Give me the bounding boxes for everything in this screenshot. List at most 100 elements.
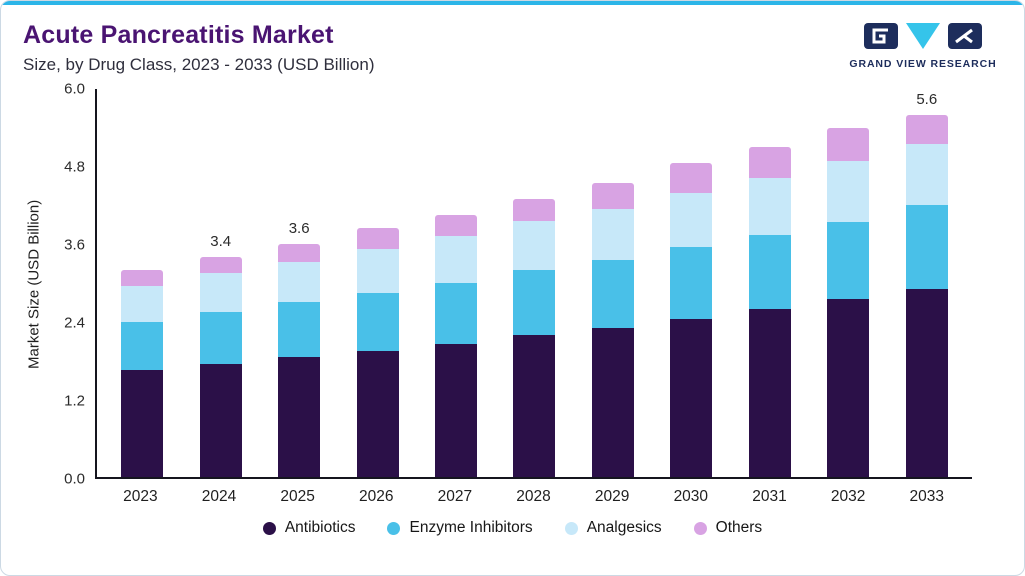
page-subtitle: Size, by Drug Class, 2023 - 2033 (USD Bi…: [23, 55, 375, 74]
legend-item-antibiotics: Antibiotics: [262, 519, 356, 537]
segment-analgesics: [435, 236, 478, 284]
segment-others: [748, 147, 791, 178]
segment-enzyme-inhibitors: [748, 234, 791, 309]
x-tick-label-2024: 2024: [201, 488, 237, 505]
segment-others: [827, 127, 870, 162]
bar-group-2032: [809, 89, 887, 477]
legend-label: Antibiotics: [284, 519, 356, 536]
x-tick-label-2027: 2027: [437, 488, 473, 505]
bar-group-2023: [103, 89, 181, 477]
legend-label: Others: [715, 519, 763, 536]
segment-enzyme-inhibitors: [278, 302, 321, 358]
stacked-bar-2033: [905, 114, 948, 477]
bar-total-label: 3.6: [288, 220, 310, 238]
bar-group-2027: [417, 89, 495, 477]
bar-group-2030: [652, 89, 730, 477]
chart-legend: Antibiotics Enzyme Inhibitors Analgesics Ot…: [1, 519, 1024, 537]
y-tick-label: 3.6: [64, 236, 85, 254]
segment-others: [513, 198, 556, 221]
stacked-bar-2027: [435, 215, 478, 477]
bar-group-2026: [338, 89, 416, 477]
segment-others: [199, 257, 242, 274]
segment-enzyme-inhibitors: [513, 270, 556, 335]
segment-analgesics: [513, 220, 556, 271]
x-axis-labels: 2023 2024 2025 2026 2027 2028 2029 2030 2031 2032…: [95, 488, 972, 506]
legend-swatch-enzyme-inhibitors: [387, 521, 401, 535]
x-tick-label-2030: 2030: [673, 488, 709, 505]
segment-antibiotics: [513, 334, 556, 477]
stacked-bar-2025: [278, 244, 321, 477]
segment-enzyme-inhibitors: [356, 292, 399, 351]
segment-antibiotics: [748, 308, 791, 477]
bar-total-label: 3.4: [210, 233, 232, 251]
segment-analgesics: [670, 192, 713, 248]
segment-enzyme-inhibitors: [827, 221, 870, 300]
x-tick-label-2032: 2032: [830, 488, 866, 505]
segment-others: [121, 270, 164, 287]
logo-text: GRAND VIEW RESEARCH: [849, 58, 997, 70]
bar-group-2025: 3.6: [260, 89, 338, 477]
stacked-bar-2023: [121, 270, 164, 477]
x-tick-label-2029: 2029: [594, 488, 630, 505]
bar-group-2029: [574, 89, 652, 477]
legend-item-analgesics: Analgesics: [564, 519, 662, 537]
plot-column: 3.4 3.6 5.6 2023 2024 2025 2026 2027 2028 2029 20…: [95, 89, 972, 506]
legend-swatch-analgesics: [564, 521, 578, 535]
segment-others: [435, 215, 478, 237]
stacked-bar-chart: Market Size (USD Billion) 0.0 1.2 2.4 3.6 4.…: [21, 81, 1024, 506]
segment-others: [278, 244, 321, 263]
segment-others: [356, 228, 399, 250]
segment-antibiotics: [905, 289, 948, 477]
segment-enzyme-inhibitors: [121, 321, 164, 371]
y-axis-ticks: 0.0 1.2 2.4 3.6 4.8 6.0: [47, 81, 95, 488]
segment-enzyme-inhibitors: [199, 312, 242, 364]
segment-analgesics: [905, 143, 948, 206]
segment-analgesics: [827, 161, 870, 222]
stacked-bar-2028: [513, 198, 556, 477]
x-tick-label-2026: 2026: [359, 488, 394, 505]
bar-group-2031: [731, 89, 809, 477]
segment-analgesics: [121, 286, 164, 322]
plot-area: 3.4 3.6 5.6: [95, 89, 972, 479]
y-axis-title: Market Size (USD Billion): [25, 199, 43, 369]
segment-analgesics: [748, 177, 791, 235]
legend-swatch-antibiotics: [262, 521, 276, 535]
segment-antibiotics: [591, 328, 634, 477]
segment-enzyme-inhibitors: [435, 283, 478, 345]
y-tick-label: 2.4: [64, 314, 85, 332]
stacked-bar-2032: [827, 127, 870, 477]
legend-item-others: Others: [693, 519, 763, 537]
stacked-bar-2029: [591, 182, 634, 477]
grand-view-research-logo: GRAND VIEW RESEARCH: [848, 23, 998, 70]
x-tick-label-2023: 2023: [123, 488, 158, 505]
stacked-bar-2026: [356, 228, 399, 477]
y-tick-label: 0.0: [64, 470, 85, 488]
segment-analgesics: [591, 208, 634, 261]
segment-antibiotics: [435, 344, 478, 477]
page-title: Acute Pancreatitis Market: [23, 21, 334, 49]
segment-antibiotics: [827, 299, 870, 477]
chart-header: Acute Pancreatitis Market Size, by Drug …: [1, 5, 1024, 75]
legend-label: Analgesics: [586, 519, 662, 536]
legend-swatch-others: [693, 521, 707, 535]
segment-enzyme-inhibitors: [670, 247, 713, 319]
y-tick-label: 1.2: [64, 392, 85, 410]
x-tick-label-2033: 2033: [909, 488, 944, 505]
segment-analgesics: [356, 249, 399, 293]
segment-others: [905, 114, 948, 144]
y-tick-label: 4.8: [64, 158, 85, 176]
stacked-bar-2024: [199, 257, 242, 477]
segment-others: [670, 163, 713, 193]
x-tick-label-2031: 2031: [752, 488, 787, 505]
accent-top-line: [1, 1, 1024, 5]
segment-antibiotics: [278, 357, 321, 477]
bar-total-label: 5.6: [916, 90, 938, 108]
logo-mark-icon: [864, 23, 982, 49]
legend-item-enzyme-inhibitors: Enzyme Inhibitors: [387, 519, 533, 537]
legend-label: Enzyme Inhibitors: [409, 519, 533, 536]
segment-enzyme-inhibitors: [905, 205, 948, 290]
bar-group-2024: 3.4: [181, 89, 259, 477]
x-tick-label-2025: 2025: [280, 488, 315, 505]
segment-antibiotics: [199, 363, 242, 477]
